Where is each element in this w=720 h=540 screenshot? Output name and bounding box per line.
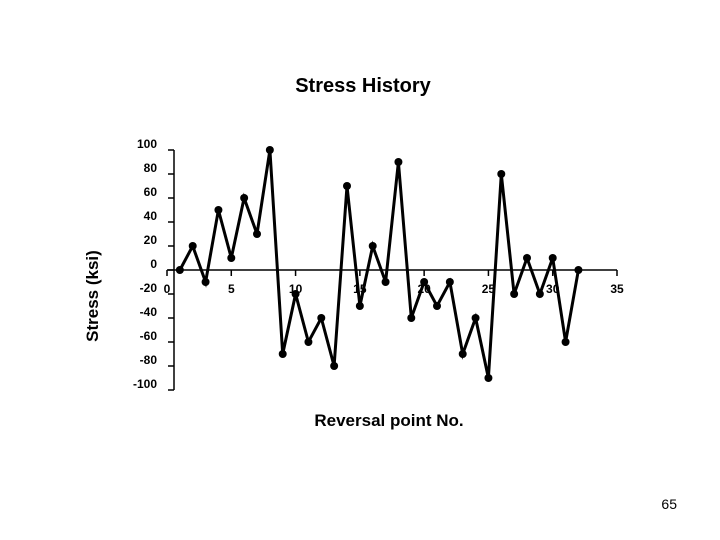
series-line-stress [178, 149, 580, 379]
data-point [458, 350, 467, 358]
y-tick-label: 0 [150, 257, 157, 271]
data-point [420, 278, 429, 286]
data-point [343, 182, 351, 190]
data-point [188, 242, 197, 250]
data-point [304, 338, 313, 346]
data-point [407, 314, 416, 322]
data-point [471, 314, 480, 322]
y-axis-label: Stress (ksi) [83, 250, 102, 342]
y-tick-label: -80 [140, 353, 158, 367]
data-point [574, 266, 583, 274]
data-point [523, 254, 531, 262]
y-tick-label: -100 [133, 377, 157, 391]
data-point [368, 242, 377, 250]
x-tick-label: 35 [610, 282, 624, 296]
x-tick-label: 0 [164, 282, 171, 296]
data-point [433, 302, 441, 310]
data-point [253, 230, 261, 238]
y-tick-label: -40 [140, 305, 158, 319]
data-point [240, 194, 249, 202]
data-point [561, 338, 570, 346]
data-point [175, 266, 184, 274]
y-tick-label: 100 [137, 137, 157, 151]
y-tick-label: 60 [144, 185, 158, 199]
y-tick-label: -60 [140, 329, 158, 343]
data-point [497, 170, 506, 178]
data-point [484, 374, 493, 382]
data-point [317, 314, 326, 322]
data-point [548, 254, 557, 262]
data-point [330, 362, 339, 370]
data-point [291, 290, 300, 298]
data-point [510, 290, 519, 298]
data-point [265, 146, 274, 154]
data-point [201, 278, 210, 286]
data-point [535, 290, 544, 298]
page-number: 65 [661, 496, 677, 512]
data-point [355, 302, 364, 310]
x-tick-label: 5 [228, 282, 235, 296]
y-tick-label: -20 [140, 281, 158, 295]
data-point [278, 350, 287, 358]
x-axis-label: Reversal point No. [314, 411, 463, 430]
y-tick-label: 80 [144, 161, 158, 175]
data-point [394, 158, 403, 166]
data-point [214, 206, 223, 214]
chart-title: Stress History [295, 75, 431, 97]
data-point [381, 278, 390, 286]
data-point [227, 254, 236, 262]
x-tick-label: 25 [482, 282, 496, 296]
y-tick-label: 20 [144, 233, 158, 247]
y-tick-label: 40 [144, 209, 158, 223]
data-point [445, 278, 454, 286]
